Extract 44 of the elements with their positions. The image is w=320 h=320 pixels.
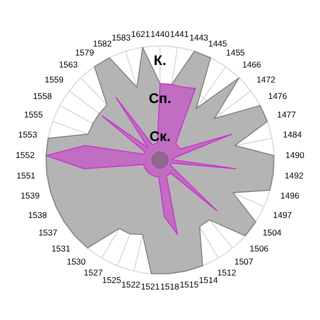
spoke-label: 1443 [189,32,209,42]
spoke-label: 1466 [242,60,262,70]
spoke-label: 1579 [75,48,94,58]
spoke-label: 1514 [198,274,218,285]
spoke-label: 1496 [280,190,300,201]
spoke-label: 1551 [16,170,36,180]
spoke-label: 1582 [92,38,112,49]
spoke-label: 1555 [24,110,44,120]
spoke-label: 1445 [208,38,228,49]
spoke-label: 1558 [32,91,52,102]
spoke-label: 1522 [121,280,141,290]
spoke-label: 1530 [66,256,86,267]
spoke-label: 1515 [180,280,199,290]
spoke-label: 1477 [277,110,296,120]
spoke-label: 1583 [112,32,131,42]
spoke-label: 1506 [250,243,269,254]
spoke-label: 1484 [282,129,302,140]
spoke-label: 1559 [44,74,64,84]
spoke-label: 1621 [131,29,150,40]
spoke-label: 1512 [217,267,236,278]
spoke-label: 1527 [84,267,103,278]
spoke-label: 1537 [38,228,58,238]
spoke-label: 1492 [284,170,304,180]
spoke-label: 1455 [226,48,246,58]
spoke-label: 1521 [140,281,160,292]
spoke-label: 1538 [28,210,48,220]
spoke-label: 1504 [262,228,282,238]
spoke-label: 1539 [20,190,40,201]
spoke-label: 1472 [256,74,276,84]
spoke-label: 1552 [16,150,35,160]
spoke-label: 1518 [160,281,180,292]
text: Ск. [148,128,172,144]
text: К. [152,52,168,68]
spoke-label: 1497 [273,210,292,220]
spoke-label: 1441 [170,29,190,40]
spoke-label: 1563 [58,60,78,70]
text: Сп. [148,90,172,106]
spoke-label: 1553 [18,129,38,140]
spoke-label: 1476 [268,91,288,102]
spoke-label: 1490 [285,150,305,160]
spoke-label: 1507 [234,256,254,267]
spoke-label: 1525 [102,274,122,285]
spoke-label: 1531 [51,243,71,254]
spoke-label: 1440 [150,29,170,39]
